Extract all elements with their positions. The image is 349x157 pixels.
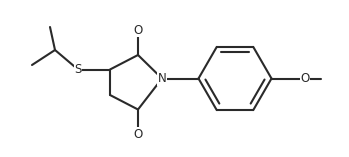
Text: O: O [300,72,310,85]
Text: S: S [74,63,82,76]
Text: O: O [133,24,143,36]
Text: O: O [133,128,143,141]
Text: N: N [158,72,166,85]
